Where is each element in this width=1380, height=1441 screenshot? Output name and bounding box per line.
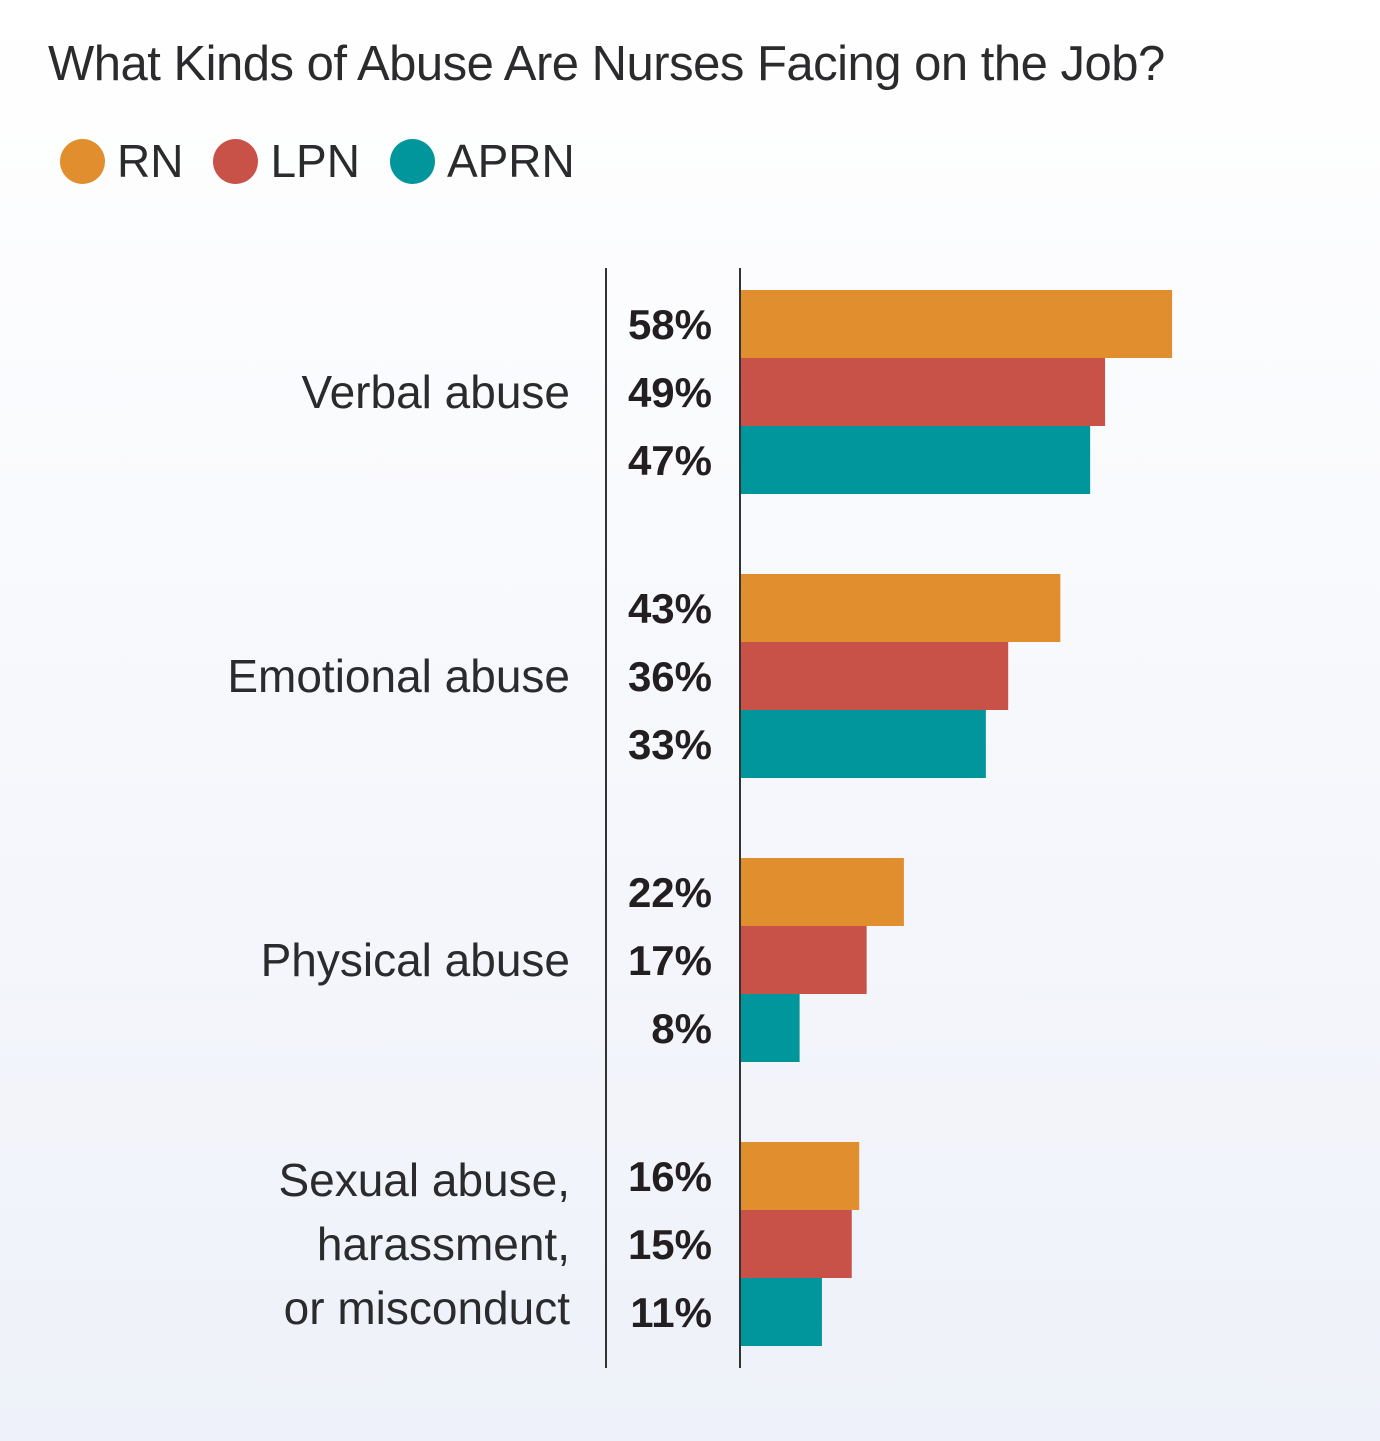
legend-label: RN — [117, 135, 184, 187]
bar-aprn — [740, 426, 1091, 494]
value-label: 16% — [628, 1153, 712, 1200]
legend-label: APRN — [446, 135, 575, 187]
value-label: 49% — [628, 369, 712, 416]
legend-item-aprn: APRN — [389, 134, 575, 188]
value-label: 33% — [628, 721, 712, 768]
value-label: 47% — [628, 437, 712, 484]
chart-title: What Kinds of Abuse Are Nurses Facing on… — [48, 37, 1165, 91]
bar-rn — [740, 290, 1173, 358]
category-label: Sexual abuse, harassment, or misconduct — [278, 1154, 570, 1334]
legend-swatch-aprn — [389, 138, 435, 184]
bar-aprn — [740, 994, 800, 1062]
value-label: 8% — [651, 1005, 712, 1052]
category-label: Verbal abuse — [301, 366, 570, 418]
value-label: 22% — [628, 869, 712, 916]
value-label: 11% — [630, 1289, 712, 1336]
bar-rn — [740, 574, 1061, 642]
category-label: Emotional abuse — [227, 650, 570, 702]
value-label: 43% — [628, 585, 712, 632]
bar-rn — [740, 1142, 860, 1210]
bar-rn — [740, 858, 904, 926]
category-label: Physical abuse — [261, 934, 570, 986]
value-label: 15% — [628, 1221, 712, 1268]
legend: RN LPN APRN — [60, 134, 605, 188]
value-label: 17% — [628, 937, 712, 984]
bar-aprn — [740, 710, 986, 778]
value-label: 58% — [628, 301, 712, 348]
bar-lpn — [740, 1210, 852, 1278]
legend-item-rn: RN — [60, 134, 183, 188]
bar-lpn — [740, 926, 867, 994]
bar-aprn — [740, 1278, 822, 1346]
legend-label: LPN — [270, 135, 360, 187]
legend-swatch-lpn — [213, 138, 259, 184]
bar-lpn — [740, 642, 1009, 710]
legend-swatch-rn — [60, 138, 105, 184]
bar-lpn — [740, 358, 1106, 426]
value-label: 36% — [628, 653, 712, 700]
legend-item-lpn: LPN — [213, 134, 360, 188]
